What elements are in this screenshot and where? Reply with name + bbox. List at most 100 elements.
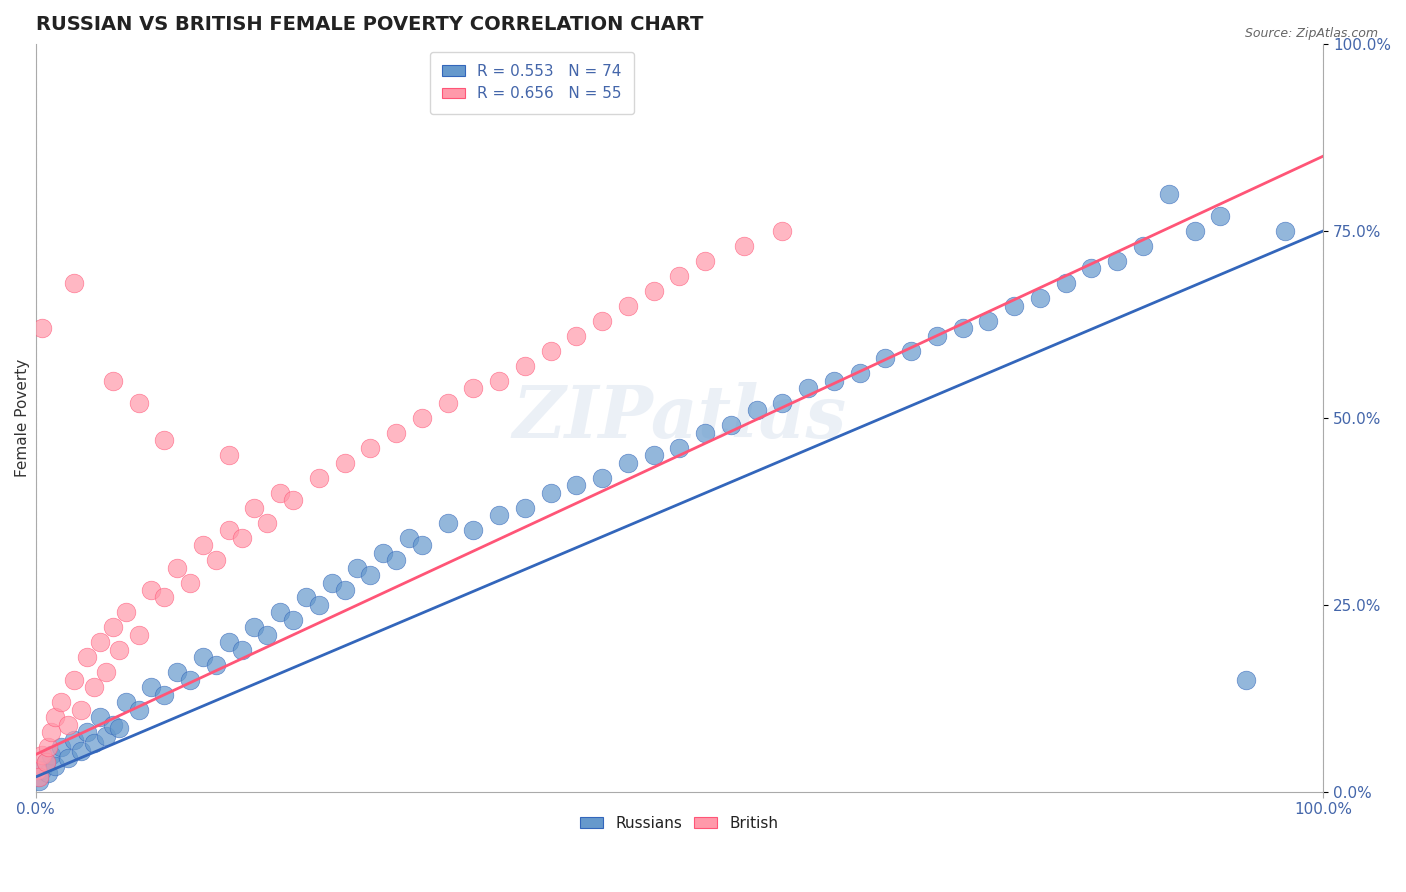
Point (179, 575, 201, 590)
Point (28, 773, 51, 788)
Point (925, 328, 948, 343)
Point (281, 493, 304, 508)
Point (218, 635, 240, 649)
Point (76, 650, 98, 665)
Point (39, 747, 62, 762)
Point (745, 403, 768, 417)
Point (1157, 186, 1180, 201)
Point (385, 553, 408, 567)
Point (141, 582, 163, 597)
Point (1184, 224, 1206, 238)
Point (436, 396, 458, 410)
Point (565, 478, 588, 492)
Point (643, 284, 665, 298)
Point (1107, 253, 1129, 268)
Point (373, 545, 395, 559)
Point (1080, 261, 1102, 276)
Point (269, 485, 291, 500)
Point (256, 516, 278, 530)
Point (321, 575, 343, 590)
Point (591, 471, 613, 485)
Point (128, 628, 150, 642)
Point (76, 725, 98, 739)
Point (101, 620, 124, 634)
Point (83, 680, 105, 694)
Point (205, 553, 228, 567)
Point (191, 650, 214, 665)
Point (540, 485, 562, 500)
Point (114, 606, 136, 620)
Point (513, 500, 536, 515)
Point (617, 456, 640, 470)
Point (108, 722, 131, 736)
Point (37, 766, 59, 780)
Point (591, 314, 613, 328)
Point (51, 695, 73, 709)
Point (359, 441, 381, 455)
Point (617, 299, 640, 313)
Point (166, 560, 188, 574)
Point (69, 703, 91, 717)
Point (733, 239, 755, 253)
Point (108, 643, 131, 657)
Legend: Russians, British: Russians, British (574, 809, 785, 837)
Point (243, 620, 266, 634)
Point (398, 531, 420, 545)
Point (31, 763, 53, 777)
Point (25, 763, 48, 777)
Point (37, 740, 59, 755)
Point (720, 418, 742, 433)
Point (875, 351, 897, 365)
Point (39, 725, 62, 739)
Point (411, 538, 433, 552)
Point (333, 456, 356, 470)
Point (900, 343, 922, 358)
Point (1054, 277, 1077, 291)
Point (83, 736, 105, 750)
Point (823, 374, 845, 388)
Point (668, 268, 690, 283)
Point (1234, 673, 1257, 687)
Point (31, 747, 53, 762)
Point (952, 321, 974, 335)
Point (69, 744, 91, 758)
Point (28, 770, 51, 784)
Point (565, 328, 588, 343)
Point (488, 374, 510, 388)
Point (153, 688, 176, 702)
Point (513, 359, 536, 373)
Point (141, 680, 163, 694)
Point (643, 448, 665, 462)
Point (27, 770, 49, 784)
Point (1132, 239, 1154, 253)
Point (385, 425, 408, 440)
Point (128, 703, 150, 717)
Point (848, 366, 870, 380)
Point (463, 523, 485, 537)
Point (295, 591, 318, 605)
Point (96, 665, 118, 680)
Point (308, 598, 330, 612)
Point (333, 582, 356, 597)
Point (101, 717, 124, 731)
Point (96, 729, 118, 743)
Text: RUSSIAN VS BRITISH FEMALE POVERTY CORRELATION CHART: RUSSIAN VS BRITISH FEMALE POVERTY CORREL… (35, 15, 703, 34)
Point (308, 471, 330, 485)
Point (35, 755, 58, 769)
Point (695, 425, 717, 440)
Point (540, 343, 562, 358)
Point (668, 441, 690, 455)
Point (191, 538, 214, 552)
Point (770, 396, 793, 410)
Point (128, 396, 150, 410)
Point (179, 673, 201, 687)
Y-axis label: Female Poverty: Female Poverty (15, 359, 30, 477)
Point (205, 657, 228, 672)
Point (218, 448, 240, 462)
Point (488, 508, 510, 523)
Point (101, 374, 124, 388)
Point (269, 606, 291, 620)
Point (281, 613, 304, 627)
Point (1029, 291, 1052, 305)
Point (243, 500, 266, 515)
